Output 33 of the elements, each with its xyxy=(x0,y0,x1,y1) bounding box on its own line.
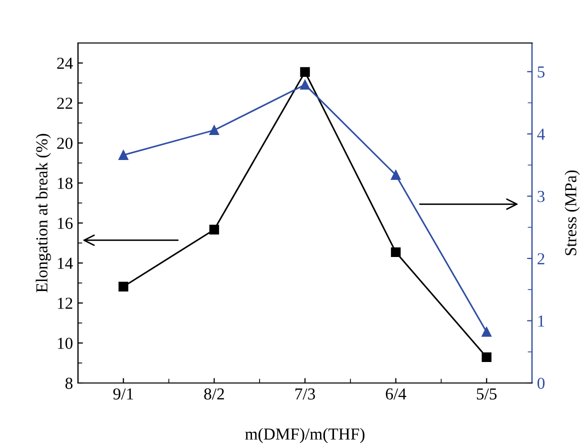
y-tick-label: 8 xyxy=(65,378,73,389)
point xyxy=(209,224,220,234)
x-tick-label: 7/3 xyxy=(295,388,315,400)
x-tick-label: 8/2 xyxy=(204,388,224,400)
y-tick-label: 14 xyxy=(58,258,73,269)
point xyxy=(118,282,128,292)
y-tick-label: 18 xyxy=(58,178,73,189)
x-tick-label: 9/1 xyxy=(113,388,134,400)
y2-tick-label: 3 xyxy=(538,190,545,202)
y-tick-label: 16 xyxy=(58,218,73,229)
point xyxy=(390,170,401,180)
point xyxy=(118,150,128,160)
point xyxy=(209,125,220,136)
point xyxy=(482,352,492,362)
x-tick-label: 5/5 xyxy=(476,388,497,400)
y-tick-label: 10 xyxy=(58,338,73,349)
y2-tick-label: 1 xyxy=(538,316,544,327)
y-tick-label: 24 xyxy=(57,58,73,69)
x-axis-title: m(DMF)/m(THF) xyxy=(245,428,364,444)
point xyxy=(482,327,492,337)
y2-tick-label: 4 xyxy=(537,128,545,140)
point xyxy=(390,247,401,258)
y2-axis-title: Stress (MPa) xyxy=(564,170,580,256)
point xyxy=(300,67,310,77)
point xyxy=(300,80,310,90)
y-tick-label: 20 xyxy=(57,138,73,149)
y-axis-title: Elongation at break (%) xyxy=(36,134,51,292)
x-tick-label: 6/4 xyxy=(386,388,406,400)
y2-tick-label: 2 xyxy=(538,253,544,264)
y-tick-label: 12 xyxy=(58,298,72,309)
y-tick-label: 22 xyxy=(57,98,72,109)
y2-tick-label: 0 xyxy=(537,378,545,389)
y2-tick-label: 5 xyxy=(538,66,545,78)
